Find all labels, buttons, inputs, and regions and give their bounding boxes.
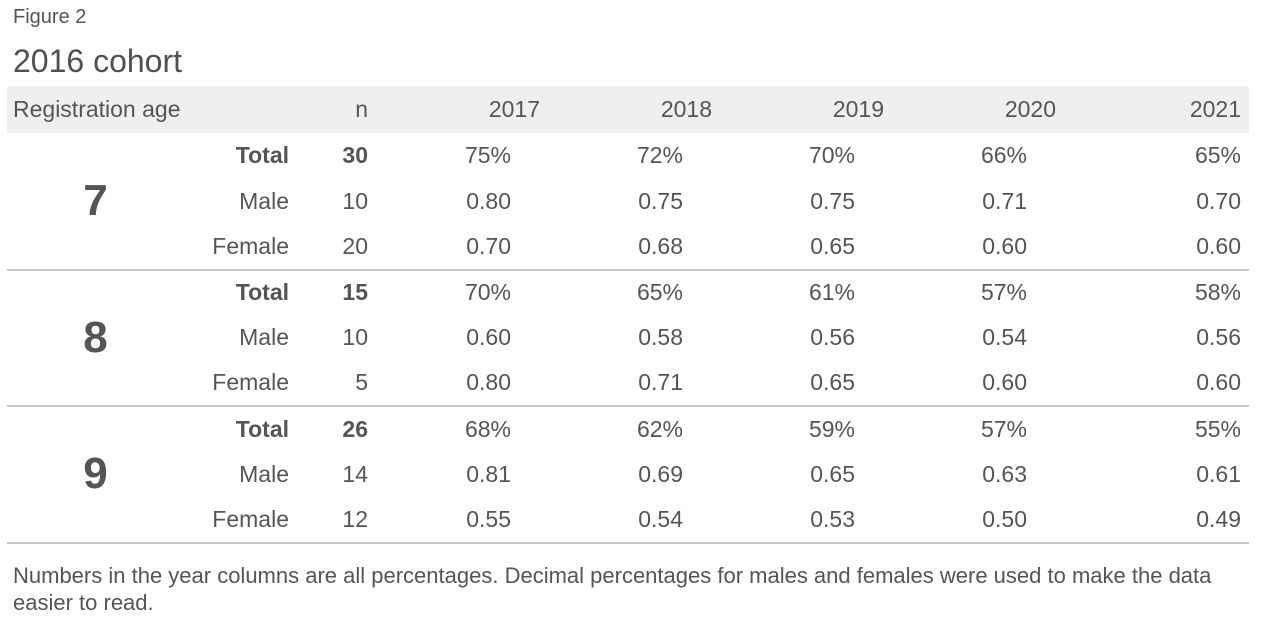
n-cell: 10 (342, 324, 368, 351)
category-cell: Female (184, 360, 289, 407)
year-value-cell: 0.80 (368, 360, 540, 407)
n-cell: 20 (289, 224, 368, 271)
header-2018: 2018 (660, 96, 712, 122)
year-value-cell: 0.65 (810, 460, 855, 487)
year-value-cell: 65% (636, 279, 683, 306)
header-category (184, 86, 289, 133)
footnote: Numbers in the year columns are all perc… (13, 563, 1212, 615)
year-value-cell: 55% (1194, 415, 1241, 442)
year-value-cell: 0.54 (982, 324, 1027, 351)
year-value-cell: 0.65 (712, 360, 884, 407)
year-value-cell: 0.49 (1056, 497, 1249, 544)
year-value-cell: 0.60 (1056, 360, 1249, 407)
table-row: Male 14 0.81 0.69 0.65 0.63 0.61 (7, 452, 1249, 498)
year-value-cell: 0.58 (638, 324, 683, 351)
year-value-cell: 0.80 (466, 187, 511, 214)
year-value-cell: 0.53 (712, 497, 884, 544)
category-cell: Total (235, 415, 289, 442)
year-value-cell: 0.60 (1056, 224, 1249, 271)
n-cell: 5 (289, 360, 368, 407)
table-row: Female 5 0.80 0.71 0.65 0.60 0.60 (7, 360, 1249, 407)
year-value-cell: 0.70 (368, 224, 540, 271)
year-value-cell: 0.61 (1196, 460, 1241, 487)
year-value-cell: 0.60 (466, 324, 511, 351)
year-value-cell: 0.81 (466, 460, 511, 487)
category-cell: Male (239, 324, 289, 351)
category-cell: Total (235, 142, 289, 169)
table-row: Male 10 0.60 0.58 0.56 0.54 0.56 (7, 315, 1249, 361)
table-row: 7 Total 30 75% 72% 70% 66% 65% (7, 133, 1249, 271)
n-cell: 12 (289, 497, 368, 544)
year-value-cell: 0.55 (368, 497, 540, 544)
year-value-cell: 65% (1194, 142, 1241, 169)
year-value-cell: 0.56 (810, 324, 855, 351)
year-value-cell: 0.56 (1196, 324, 1241, 351)
cohort-table: Registration age n 2017 2018 2019 2020 2… (7, 86, 1249, 544)
registration-age-cell: 7 (7, 133, 184, 271)
year-value-cell: 0.60 (884, 360, 1056, 407)
year-value-cell: 66% (980, 142, 1027, 169)
chart-title: 2016 cohort (13, 43, 183, 79)
table-row: Male 10 0.80 0.75 0.75 0.71 0.70 (7, 179, 1249, 225)
category-cell: Female (184, 224, 289, 271)
year-value-cell: 62% (636, 415, 683, 442)
header-2019: 2019 (832, 96, 884, 122)
year-value-cell: 0.54 (540, 497, 712, 544)
year-value-cell: 0.69 (638, 460, 683, 487)
table-row: Female 12 0.55 0.54 0.53 0.50 0.49 (7, 497, 1249, 544)
n-cell: 26 (342, 415, 368, 442)
year-value-cell: 59% (808, 415, 855, 442)
year-value-cell: 72% (636, 142, 683, 169)
year-value-cell: 0.71 (982, 187, 1027, 214)
header-registration-age: Registration age (13, 96, 181, 122)
table-header-row: Registration age n 2017 2018 2019 2020 2… (7, 86, 1249, 133)
category-cell: Total (235, 279, 289, 306)
category-cell: Male (239, 187, 289, 214)
year-value-cell: 68% (464, 415, 511, 442)
n-cell: 30 (342, 142, 368, 169)
n-cell: 10 (342, 187, 368, 214)
year-value-cell: 0.75 (638, 187, 683, 214)
header-2020: 2020 (1004, 96, 1056, 122)
table-body: 7 Total 30 75% 72% 70% 66% 65% Male 10 0.80 0.75 0.7… (7, 133, 1249, 544)
year-value-cell: 0.63 (982, 460, 1027, 487)
table-row: Female 20 0.70 0.68 0.65 0.60 0.60 (7, 224, 1249, 271)
table-row: 8 Total 15 70% 65% 61% 57% 58% (7, 269, 1249, 407)
category-cell: Female (184, 497, 289, 544)
year-value-cell: 0.70 (1196, 187, 1241, 214)
n-cell: 15 (342, 279, 368, 306)
year-value-cell: 61% (808, 279, 855, 306)
n-cell: 14 (342, 460, 368, 487)
year-value-cell: 75% (464, 142, 511, 169)
year-value-cell: 0.75 (810, 187, 855, 214)
year-value-cell: 57% (980, 279, 1027, 306)
header-2021: 2021 (1189, 96, 1241, 122)
year-value-cell: 0.65 (712, 224, 884, 271)
figure-label: Figure 2 (13, 6, 87, 28)
year-value-cell: 58% (1194, 279, 1241, 306)
year-value-cell: 70% (808, 142, 855, 169)
category-cell: Male (239, 460, 289, 487)
year-value-cell: 70% (464, 279, 511, 306)
registration-age-cell: 9 (7, 406, 184, 544)
year-value-cell: 0.71 (540, 360, 712, 407)
year-value-cell: 0.68 (540, 224, 712, 271)
year-value-cell: 0.60 (884, 224, 1056, 271)
registration-age-cell: 8 (7, 269, 184, 407)
year-value-cell: 0.50 (884, 497, 1056, 544)
header-2017: 2017 (488, 96, 540, 122)
table-row: 9 Total 26 68% 62% 59% 57% 55% (7, 406, 1249, 544)
year-value-cell: 57% (980, 415, 1027, 442)
header-n: n (355, 96, 368, 122)
